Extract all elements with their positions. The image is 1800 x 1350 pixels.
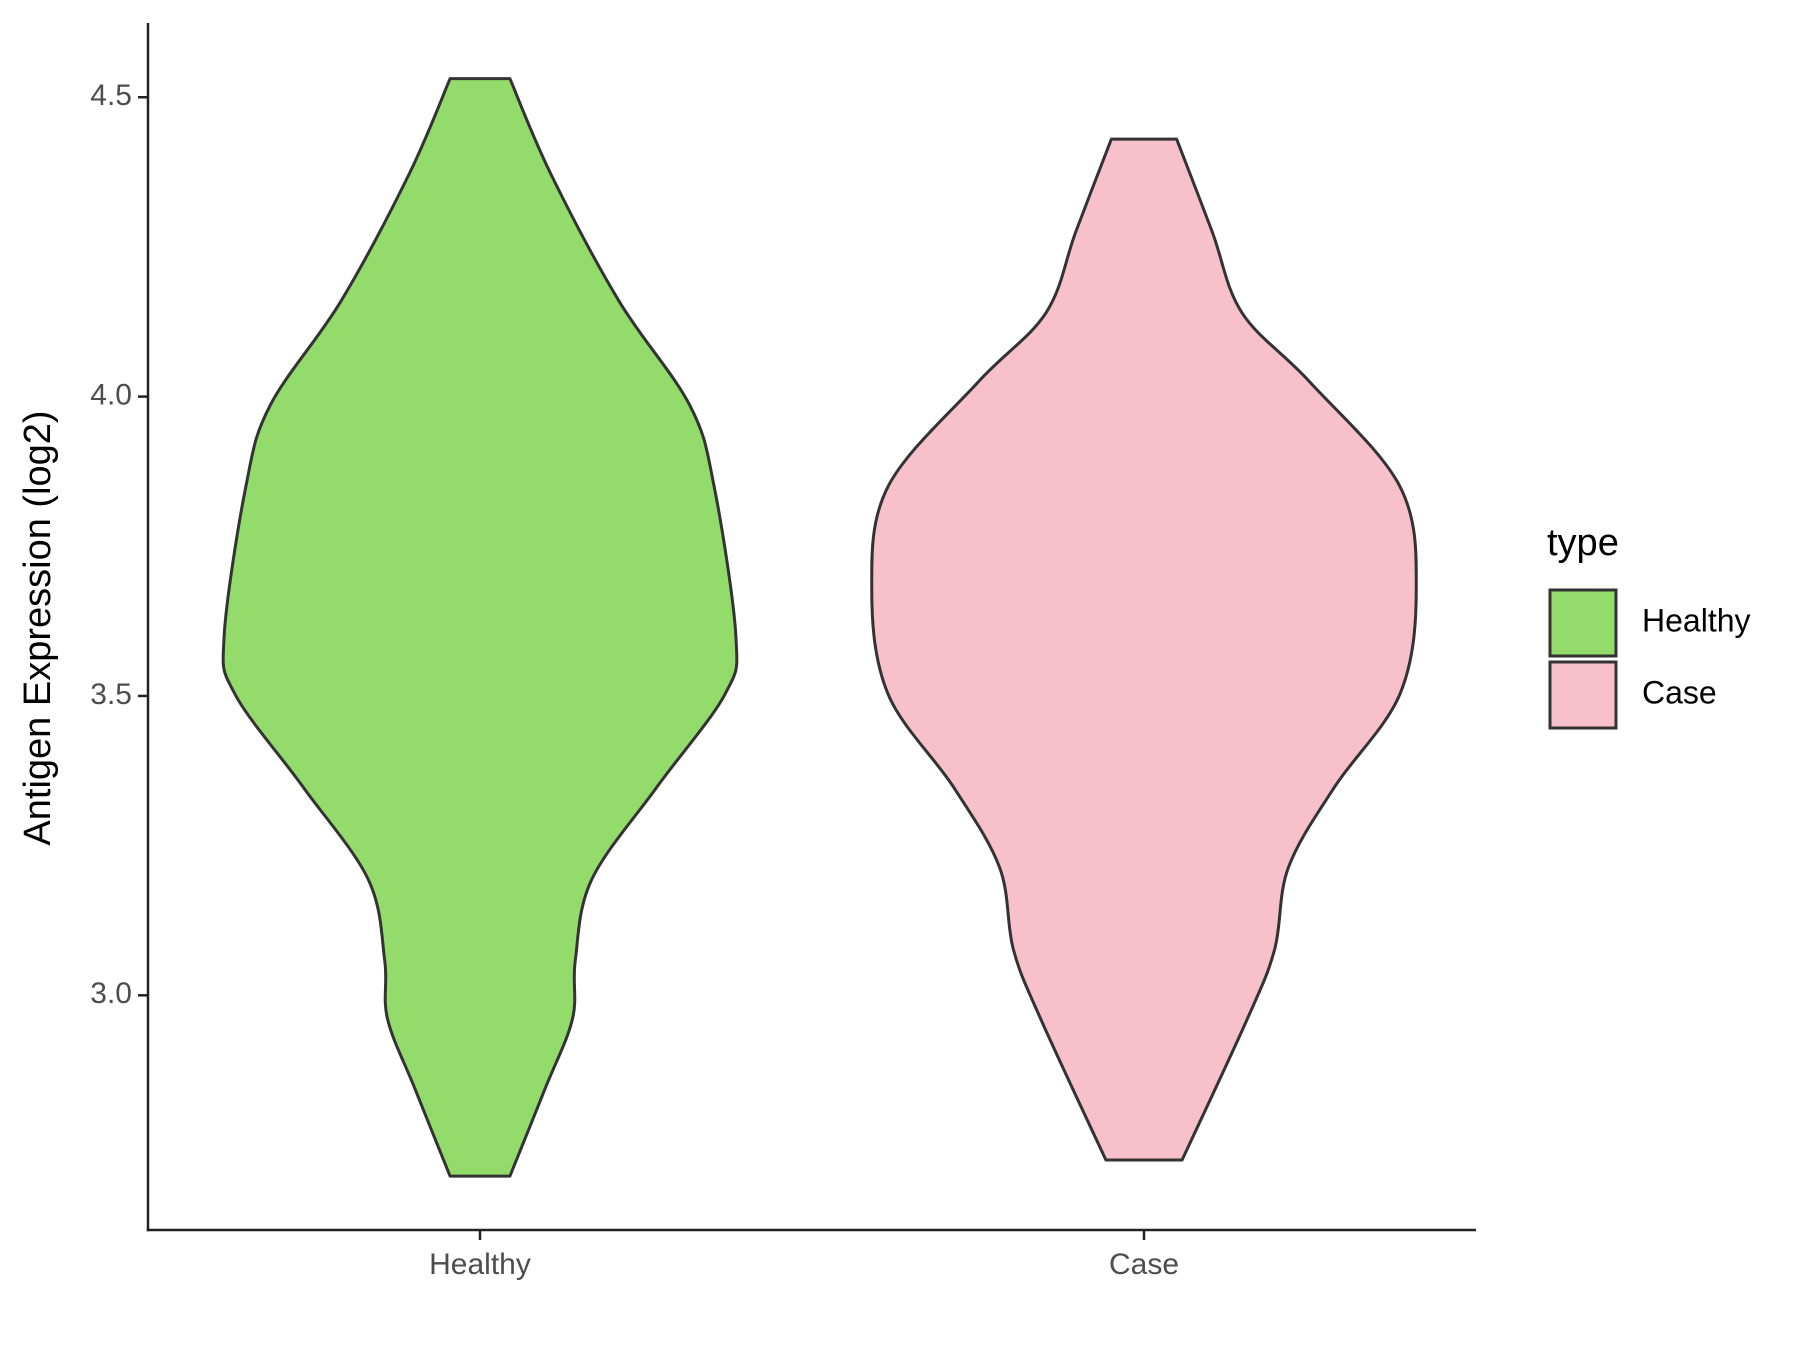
- y-tick-label: 3.5: [90, 678, 132, 711]
- x-tick-label: Case: [1109, 1248, 1179, 1281]
- y-tick-label: 3.0: [90, 977, 132, 1010]
- violin: [870, 137, 1418, 1162]
- legend-title: type: [1547, 522, 1619, 564]
- legend-label: Healthy: [1642, 602, 1751, 638]
- y-tick-label: 4.0: [90, 379, 132, 412]
- legend-key: [1548, 660, 1618, 730]
- legend-key: [1548, 588, 1618, 658]
- x-tick-label: Healthy: [429, 1248, 531, 1281]
- violin: [221, 77, 739, 1178]
- legend-label: Case: [1642, 674, 1717, 710]
- y-axis-title: Antigen Expression (log2): [17, 410, 59, 845]
- y-tick-label: 4.5: [90, 79, 132, 112]
